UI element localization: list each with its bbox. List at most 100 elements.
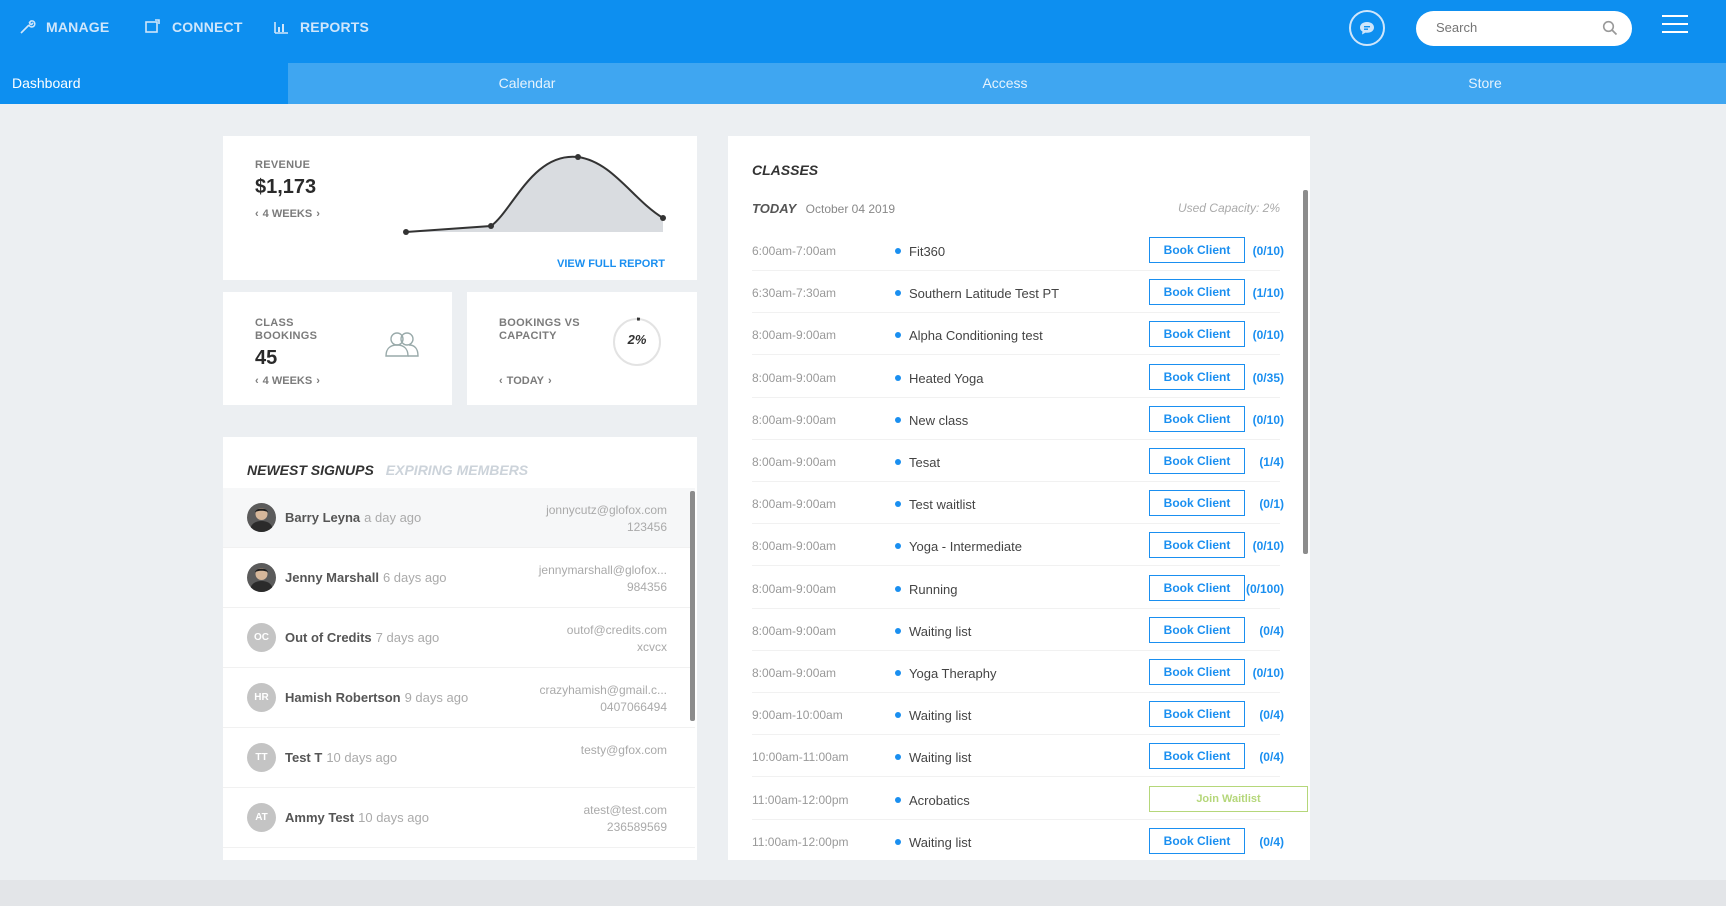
book-client-button[interactable]: Book Client — [1149, 532, 1245, 559]
tab-expiring-members[interactable]: EXPIRING MEMBERS — [385, 462, 529, 478]
signup-name[interactable]: Jenny Marshall 6 days ago — [285, 570, 447, 585]
class-name[interactable]: Running — [909, 581, 958, 597]
join-waitlist-button[interactable]: Join Waitlist — [1149, 785, 1308, 812]
class-row: 8:00am-9:00am New class Book Client (0/10) — [752, 398, 1284, 440]
chevron-left-icon[interactable]: ‹ — [499, 375, 503, 387]
class-bookings-period: ‹ 4 WEEKS › — [255, 375, 320, 387]
book-client-button[interactable]: Book Client — [1149, 701, 1245, 728]
class-time: 8:00am-9:00am — [752, 455, 837, 469]
signups-card: NEWEST SIGNUPS EXPIRING MEMBERS Barry Le… — [223, 437, 697, 860]
class-dot-icon — [895, 459, 901, 465]
class-row: 6:00am-7:00am Fit360 Book Client (0/10) — [752, 229, 1284, 271]
class-row: 8:00am-9:00am Waiting list Book Client (0/4… — [752, 609, 1284, 651]
class-capacity: (0/10) — [1252, 666, 1284, 680]
search-icon[interactable] — [1602, 20, 1618, 36]
signup-email: jonnycutz@glofox.com — [546, 503, 667, 517]
class-name[interactable]: Southern Latitude Test PT — [909, 286, 1060, 302]
classes-scrollbar[interactable] — [1303, 190, 1308, 554]
class-capacity: (0/4) — [1259, 708, 1284, 723]
signup-name[interactable]: Ammy Test 10 days ago — [285, 810, 429, 825]
book-client-button[interactable]: Book Client — [1149, 405, 1245, 432]
class-capacity: (0/4) — [1259, 750, 1284, 765]
tab-calendar[interactable]: Calendar — [498, 75, 556, 91]
revenue-period-label: 4 WEEKS — [262, 208, 313, 220]
class-name[interactable]: Waiting list — [909, 708, 972, 724]
class-dot-icon — [895, 712, 901, 719]
search-input[interactable] — [1436, 20, 1596, 35]
chevron-right-icon[interactable]: › — [547, 375, 552, 387]
avatar — [247, 563, 276, 592]
book-client-button[interactable]: Book Client — [1149, 616, 1245, 643]
class-name[interactable]: Waiting list — [909, 834, 972, 850]
class-name[interactable]: Fit360 — [909, 244, 946, 259]
book-client-button[interactable]: Book Client — [1149, 659, 1245, 685]
tab-dashboard[interactable]: Dashboard — [0, 63, 288, 104]
book-client-button[interactable]: Book Client — [1149, 448, 1245, 474]
class-dot-icon — [895, 374, 901, 381]
signup-row[interactable]: HR Hamish Robertson 9 days ago crazyhamish@… — [223, 668, 695, 728]
class-capacity: (0/4) — [1259, 834, 1284, 849]
book-client-button[interactable]: Book Client — [1149, 827, 1245, 854]
signup-row[interactable]: OC Out of Credits 7 days ago outof@credits.… — [223, 608, 695, 668]
class-row: 11:00am-12:00pm Acrobatics Join Waitlist — [752, 778, 1308, 820]
signup-row[interactable]: AT Ammy Test 10 days ago atest@test.com 2365… — [223, 788, 695, 848]
class-name[interactable]: Yoga - Intermediate — [909, 539, 1022, 555]
avatar: HR — [247, 683, 276, 712]
signup-name[interactable]: Test T 10 days ago — [285, 750, 397, 765]
class-name[interactable]: Yoga Theraphy — [909, 666, 997, 681]
nav-manage[interactable]: MANAGE — [18, 18, 109, 36]
class-name[interactable]: Waiting list — [909, 750, 972, 766]
class-capacity: (0/10) — [1252, 412, 1284, 427]
book-client-button[interactable]: Book Client — [1149, 490, 1245, 517]
signup-email: jennymarshall@glofox... — [538, 563, 667, 577]
signup-name[interactable]: Hamish Robertson 9 days ago — [285, 690, 468, 705]
chevron-left-icon[interactable]: ‹ — [255, 208, 259, 220]
book-client-button[interactable]: Book Client — [1149, 574, 1245, 601]
book-client-button[interactable]: Book Client — [1149, 743, 1245, 770]
tab-store[interactable]: Store — [1468, 75, 1502, 91]
class-name[interactable]: Heated Yoga — [909, 370, 984, 386]
class-capacity: (0/10) — [1252, 539, 1284, 554]
hamburger-menu-icon[interactable] — [1662, 15, 1688, 37]
book-client-button[interactable]: Book Client — [1149, 237, 1245, 263]
view-full-report-link[interactable]: VIEW FULL REPORT — [557, 258, 665, 270]
signup-name[interactable]: Out of Credits 7 days ago — [285, 630, 439, 645]
bookings-capacity-value: 2% — [627, 332, 647, 347]
class-dot-icon — [895, 332, 901, 339]
class-dot-icon — [895, 416, 901, 423]
tab-access[interactable]: Access — [982, 75, 1028, 91]
avatar: TT — [247, 743, 276, 772]
signup-ago: 9 days ago — [404, 690, 469, 705]
signups-scrollbar[interactable] — [690, 491, 695, 721]
signup-row[interactable]: Jenny Marshall 6 days ago jennymarshall@gl… — [223, 548, 695, 608]
class-name[interactable]: Acrobatics — [909, 792, 970, 808]
class-name[interactable]: Waiting list — [909, 623, 972, 639]
chevron-right-icon[interactable]: › — [316, 375, 320, 387]
class-name[interactable]: Tesat — [909, 455, 941, 470]
nav-reports[interactable]: REPORTS — [272, 18, 369, 36]
chat-button[interactable] — [1349, 10, 1385, 46]
bar-chart-icon — [274, 22, 288, 34]
class-row: 8:00am-9:00am Yoga - Intermediate Book Cli… — [752, 524, 1284, 567]
nav-connect[interactable]: CONNECT — [144, 18, 243, 36]
class-time: 6:30am-7:30am — [752, 286, 837, 301]
signup-phone: xcvcx — [637, 640, 667, 654]
book-client-button[interactable]: Book Client — [1149, 321, 1245, 348]
class-dot-icon — [895, 585, 901, 592]
sub-nav: Dashboard Calendar Access Store — [0, 63, 1726, 104]
signup-ago: 6 days ago — [382, 570, 447, 585]
book-client-button[interactable]: Book Client — [1149, 363, 1245, 390]
tab-newest-signups[interactable]: NEWEST SIGNUPS — [247, 462, 374, 478]
chevron-left-icon[interactable]: ‹ — [255, 375, 259, 387]
class-name[interactable]: New class — [909, 412, 969, 428]
class-capacity: (0/10) — [1252, 244, 1284, 258]
class-name[interactable]: Alpha Conditioning test — [909, 328, 1043, 344]
signup-name-text: Barry Leyna — [285, 510, 361, 525]
signup-name[interactable]: Barry Leyna a day ago — [285, 510, 421, 525]
book-client-button[interactable]: Book Client — [1149, 279, 1245, 306]
chevron-right-icon[interactable]: › — [316, 208, 320, 220]
class-name[interactable]: Test waitlist — [909, 497, 976, 513]
class-time: 9:00am-10:00am — [752, 708, 843, 723]
signup-row[interactable]: Barry Leyna a day ago jonnycutz@glofox.com… — [223, 488, 695, 548]
signup-row[interactable]: TT Test T 10 days ago testy@gfox.com — [223, 728, 695, 788]
